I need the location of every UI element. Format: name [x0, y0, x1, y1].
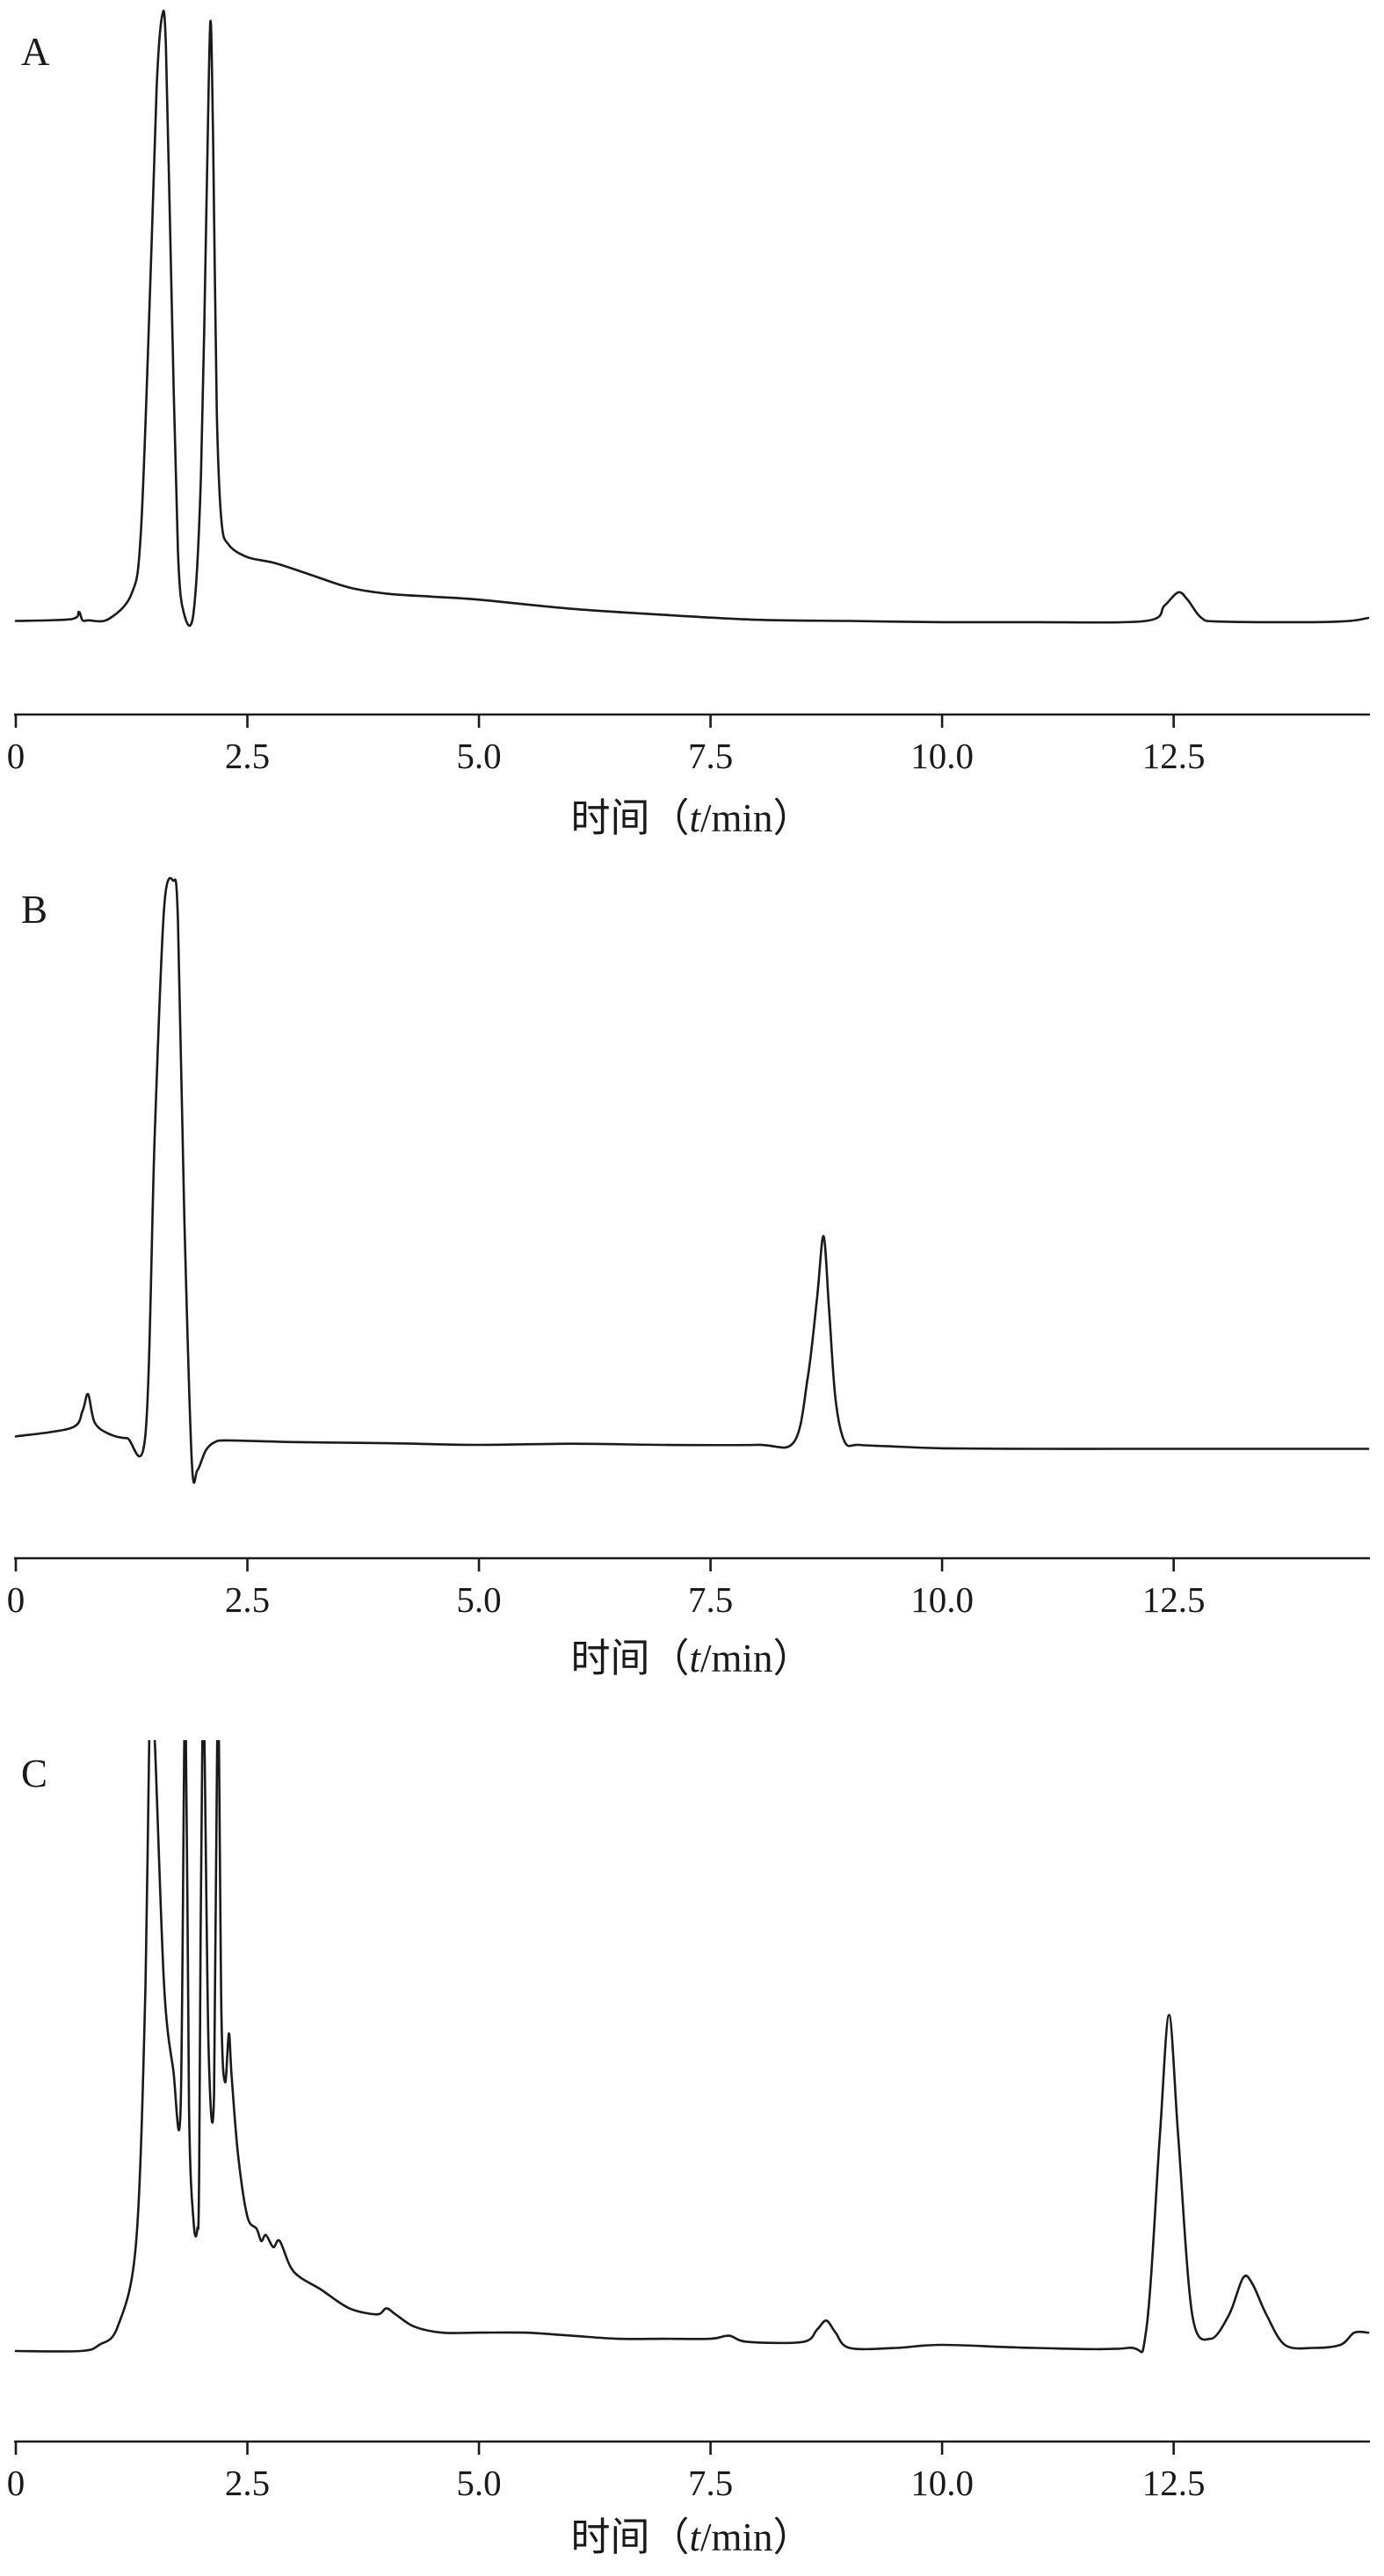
x-axis-label-a: 时间（t/min）: [570, 796, 812, 840]
panel-label-c: C: [21, 1752, 47, 1796]
panel-label-b: B: [21, 888, 47, 932]
x-tick-label-c-2: 5.0: [456, 2463, 501, 2503]
series-line-b-0: [14, 876, 1370, 1484]
series-line-a-0: [14, 10, 1370, 628]
x-tick-label-c-0: 0: [7, 2463, 25, 2503]
x-tick-label-a-5: 12.5: [1142, 736, 1206, 776]
x-tick-label-c-1: 2.5: [225, 2463, 270, 2503]
x-axis-label-b: 时间（t/min）: [570, 1636, 812, 1680]
chart-a-ticks: 0 2.5 5.0 7.5 10.0 12.5: [7, 715, 1206, 776]
x-tick-label-a-3: 7.5: [688, 736, 733, 776]
x-tick-label-b-3: 7.5: [688, 1579, 733, 1620]
x-tick-label-c-3: 7.5: [688, 2463, 733, 2503]
chart-b-marks: [14, 876, 1370, 1484]
x-tick-label-b-0: 0: [7, 1579, 25, 1620]
panel-label-a: A: [21, 30, 50, 74]
x-tick-label-a-2: 5.0: [456, 736, 501, 776]
chart-b-svg: B 0 2.5 5.0 7.5 10.0 12.5 时间（t/min）: [7, 876, 1370, 1680]
chart-c-svg: C 0 2.5 5.0 7.5 10.0 12.5 时间（t/min）: [7, 1740, 1370, 2559]
x-axis-label-c: 时间（t/min）: [570, 2515, 812, 2559]
x-tick-label-a-0: 0: [7, 736, 25, 776]
chart-panel-a: A 0 2.5 5.0 7.5 10.0 12.5 时间（t/min）: [0, 0, 1384, 861]
chart-b-ticks: 0 2.5 5.0 7.5 10.0 12.5: [7, 1558, 1206, 1620]
x-tick-label-b-1: 2.5: [225, 1579, 270, 1620]
x-tick-label-a-4: 10.0: [910, 736, 974, 776]
x-tick-label-b-5: 12.5: [1142, 1579, 1206, 1620]
chart-a-svg: A 0 2.5 5.0 7.5 10.0 12.5 时间（t/min）: [7, 10, 1370, 840]
chart-c-marks: [14, 1740, 1370, 2354]
x-tick-label-a-1: 2.5: [225, 736, 270, 776]
x-tick-label-b-2: 5.0: [456, 1579, 501, 1620]
chart-panel-b: B 0 2.5 5.0 7.5 10.0 12.5 时间（t/min）: [0, 861, 1384, 1705]
chart-c-ticks: 0 2.5 5.0 7.5 10.0 12.5: [7, 2442, 1206, 2503]
x-tick-label-c-4: 10.0: [910, 2463, 974, 2503]
x-tick-label-c-5: 12.5: [1142, 2463, 1206, 2503]
x-tick-label-b-4: 10.0: [910, 1579, 974, 1620]
chart-a-marks: [14, 10, 1370, 628]
series-line-c-0: [14, 1740, 1370, 2354]
chart-panel-c: C 0 2.5 5.0 7.5 10.0 12.5 时间（t/min）: [0, 1705, 1384, 2576]
